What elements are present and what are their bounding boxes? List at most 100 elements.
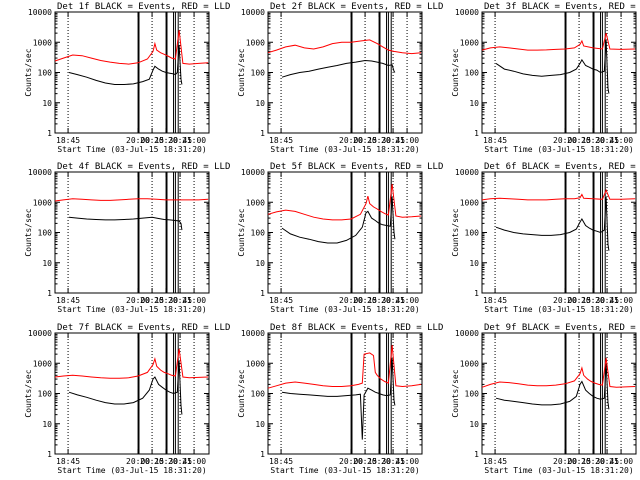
x-tick-label: 21:00 bbox=[609, 457, 633, 466]
y-tick-label: 10000 bbox=[28, 329, 52, 338]
x-tick-label: 20:45 bbox=[168, 136, 192, 145]
x-tick-label: 21:00 bbox=[182, 457, 206, 466]
x-tick-label: 20:45 bbox=[381, 457, 405, 466]
panel-2: Det 2f BLACK = Events, RED = LLD 1 10 100 10… bbox=[237, 2, 443, 154]
x-tick-label: 20:30 bbox=[154, 136, 178, 145]
x-tick-label: 20:15 bbox=[140, 296, 164, 305]
events-series-line bbox=[495, 39, 610, 94]
events-series-line bbox=[495, 196, 610, 251]
events-series-line bbox=[68, 45, 183, 85]
y-axis-label: Counts/sec bbox=[237, 208, 246, 256]
y-tick-label: 10 bbox=[42, 99, 52, 108]
events-series-line bbox=[495, 363, 610, 410]
x-tick-label: 20:15 bbox=[140, 457, 164, 466]
panel-title: Det 5f BLACK = Events, RED = LLD bbox=[270, 162, 443, 172]
x-axis-label: Start Time (03-Jul-15 18:31:20) bbox=[57, 466, 206, 475]
panel-9: Det 9f BLACK = Events, RED = LLD 1 10 100 10… bbox=[451, 323, 640, 475]
x-tick-label: 20:30 bbox=[367, 457, 391, 466]
y-tick-label: 10 bbox=[255, 420, 265, 429]
x-tick-label: 21:00 bbox=[609, 136, 633, 145]
x-tick-label: 20:45 bbox=[168, 457, 192, 466]
x-tick-label: 18:45 bbox=[56, 136, 80, 145]
y-tick-label: 10000 bbox=[455, 8, 479, 17]
lld-series-line bbox=[267, 344, 422, 389]
x-axis-label: Start Time (03-Jul-15 18:31:20) bbox=[57, 145, 206, 154]
y-tick-label: 1 bbox=[260, 289, 265, 298]
y-axis-label: Counts/sec bbox=[237, 48, 246, 96]
x-axis-label: Start Time (03-Jul-15 18:31:20) bbox=[270, 145, 419, 154]
lld-series-line bbox=[267, 39, 422, 55]
lld-series-line bbox=[481, 32, 636, 51]
x-tick-label: 20:15 bbox=[353, 296, 377, 305]
x-tick-label: 20:15 bbox=[567, 136, 591, 145]
y-tick-label: 1000 bbox=[460, 38, 479, 47]
x-tick-label: 20:30 bbox=[367, 296, 391, 305]
y-axis-label: Counts/sec bbox=[24, 48, 33, 96]
panel-title: Det 2f BLACK = Events, RED = LLD bbox=[270, 2, 443, 12]
lld-series-line bbox=[54, 198, 209, 202]
x-tick-label: 21:00 bbox=[182, 136, 206, 145]
x-axis-label: Start Time (03-Jul-15 18:31:20) bbox=[484, 305, 633, 314]
y-axis-label: Counts/sec bbox=[237, 369, 246, 417]
y-tick-label: 10000 bbox=[28, 8, 52, 17]
y-tick-label: 1000 bbox=[33, 359, 52, 368]
plot-frame bbox=[481, 171, 637, 294]
y-axis-label: Counts/sec bbox=[451, 369, 460, 417]
x-tick-label: 20:30 bbox=[581, 457, 605, 466]
y-tick-label: 10 bbox=[255, 259, 265, 268]
x-tick-label: 20:00 bbox=[553, 136, 577, 145]
y-tick-label: 10000 bbox=[28, 168, 52, 177]
y-axis-label: Counts/sec bbox=[451, 208, 460, 256]
y-tick-label: 100 bbox=[38, 390, 53, 399]
panel-4: Det 4f BLACK = Events, RED = LLD 1 10 100 10… bbox=[24, 162, 230, 314]
lld-series-line bbox=[54, 30, 209, 65]
x-axis-label: Start Time (03-Jul-15 18:31:20) bbox=[484, 145, 633, 154]
x-tick-label: 20:30 bbox=[367, 136, 391, 145]
y-tick-label: 100 bbox=[38, 229, 53, 238]
events-series-line bbox=[281, 196, 396, 244]
y-tick-label: 10000 bbox=[455, 329, 479, 338]
x-tick-label: 20:00 bbox=[339, 457, 363, 466]
plot-frame bbox=[481, 11, 637, 134]
x-tick-label: 20:15 bbox=[353, 136, 377, 145]
x-tick-label: 18:45 bbox=[483, 457, 507, 466]
x-tick-label: 20:00 bbox=[126, 457, 150, 466]
x-tick-label: 18:45 bbox=[483, 296, 507, 305]
panel-7: Det 7f BLACK = Events, RED = LLD 1 10 100 10… bbox=[24, 323, 230, 475]
events-series-line bbox=[281, 357, 396, 440]
x-axis-label: Start Time (03-Jul-15 18:31:20) bbox=[270, 466, 419, 475]
y-axis-label: Counts/sec bbox=[24, 369, 33, 417]
y-tick-label: 1 bbox=[47, 129, 52, 138]
x-tick-label: 20:30 bbox=[581, 296, 605, 305]
y-tick-label: 10 bbox=[255, 99, 265, 108]
y-tick-label: 100 bbox=[465, 229, 480, 238]
x-tick-label: 20:15 bbox=[353, 457, 377, 466]
x-tick-label: 20:00 bbox=[126, 296, 150, 305]
x-tick-label: 20:00 bbox=[126, 136, 150, 145]
y-tick-label: 1 bbox=[474, 289, 479, 298]
panel-title: Det 3f BLACK = Events, RED = LLD bbox=[484, 2, 640, 12]
y-tick-label: 1000 bbox=[246, 359, 265, 368]
plot-frame bbox=[267, 11, 423, 134]
x-tick-label: 20:00 bbox=[339, 136, 363, 145]
panel-title: Det 7f BLACK = Events, RED = LLD bbox=[57, 323, 230, 333]
y-tick-label: 10 bbox=[469, 420, 479, 429]
y-tick-label: 10000 bbox=[455, 168, 479, 177]
x-tick-label: 20:45 bbox=[381, 296, 405, 305]
x-tick-label: 21:00 bbox=[395, 296, 419, 305]
panel-5: Det 5f BLACK = Events, RED = LLD 1 10 100 10… bbox=[237, 162, 443, 314]
x-axis-label: Start Time (03-Jul-15 18:31:20) bbox=[57, 305, 206, 314]
x-tick-label: 20:15 bbox=[567, 457, 591, 466]
x-tick-label: 18:45 bbox=[269, 296, 293, 305]
events-series-line bbox=[68, 216, 183, 231]
panel-title: Det 4f BLACK = Events, RED = LLD bbox=[57, 162, 230, 172]
x-tick-label: 18:45 bbox=[483, 136, 507, 145]
y-tick-label: 100 bbox=[251, 390, 266, 399]
y-tick-label: 1 bbox=[47, 289, 52, 298]
x-axis-label: Start Time (03-Jul-15 18:31:20) bbox=[484, 466, 633, 475]
plot-frame bbox=[54, 332, 210, 455]
lld-series-line bbox=[54, 348, 209, 379]
panel-6: Det 6f BLACK = Events, RED = LLD 1 10 100 10… bbox=[451, 162, 640, 314]
y-tick-label: 1000 bbox=[33, 198, 52, 207]
y-tick-label: 10000 bbox=[241, 8, 265, 17]
